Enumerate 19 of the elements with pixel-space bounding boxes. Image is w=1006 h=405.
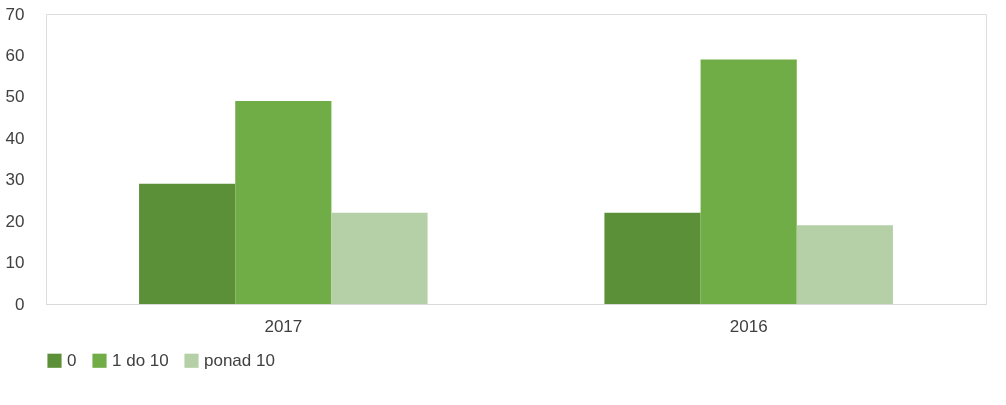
y-tick-label: 20 <box>5 211 25 231</box>
bar <box>139 183 236 304</box>
y-tick-label: 30 <box>5 170 25 190</box>
legend-label: ponad 10 <box>204 350 275 370</box>
bar <box>700 59 797 304</box>
legend-label: 0 <box>67 350 77 370</box>
y-tick-label: 10 <box>5 253 25 273</box>
x-tick-label: 2017 <box>264 316 303 336</box>
y-tick-label: 50 <box>5 87 25 107</box>
y-tick-label: 0 <box>15 294 25 314</box>
bar <box>235 101 332 304</box>
y-tick-label: 70 <box>5 4 25 24</box>
bar <box>331 212 428 304</box>
legend-label: 1 do 10 <box>112 350 169 370</box>
x-tick-label: 2016 <box>729 316 768 336</box>
y-tick-label: 40 <box>5 128 25 148</box>
bar <box>796 225 893 304</box>
y-tick-label: 60 <box>5 45 25 65</box>
bar <box>604 212 701 304</box>
